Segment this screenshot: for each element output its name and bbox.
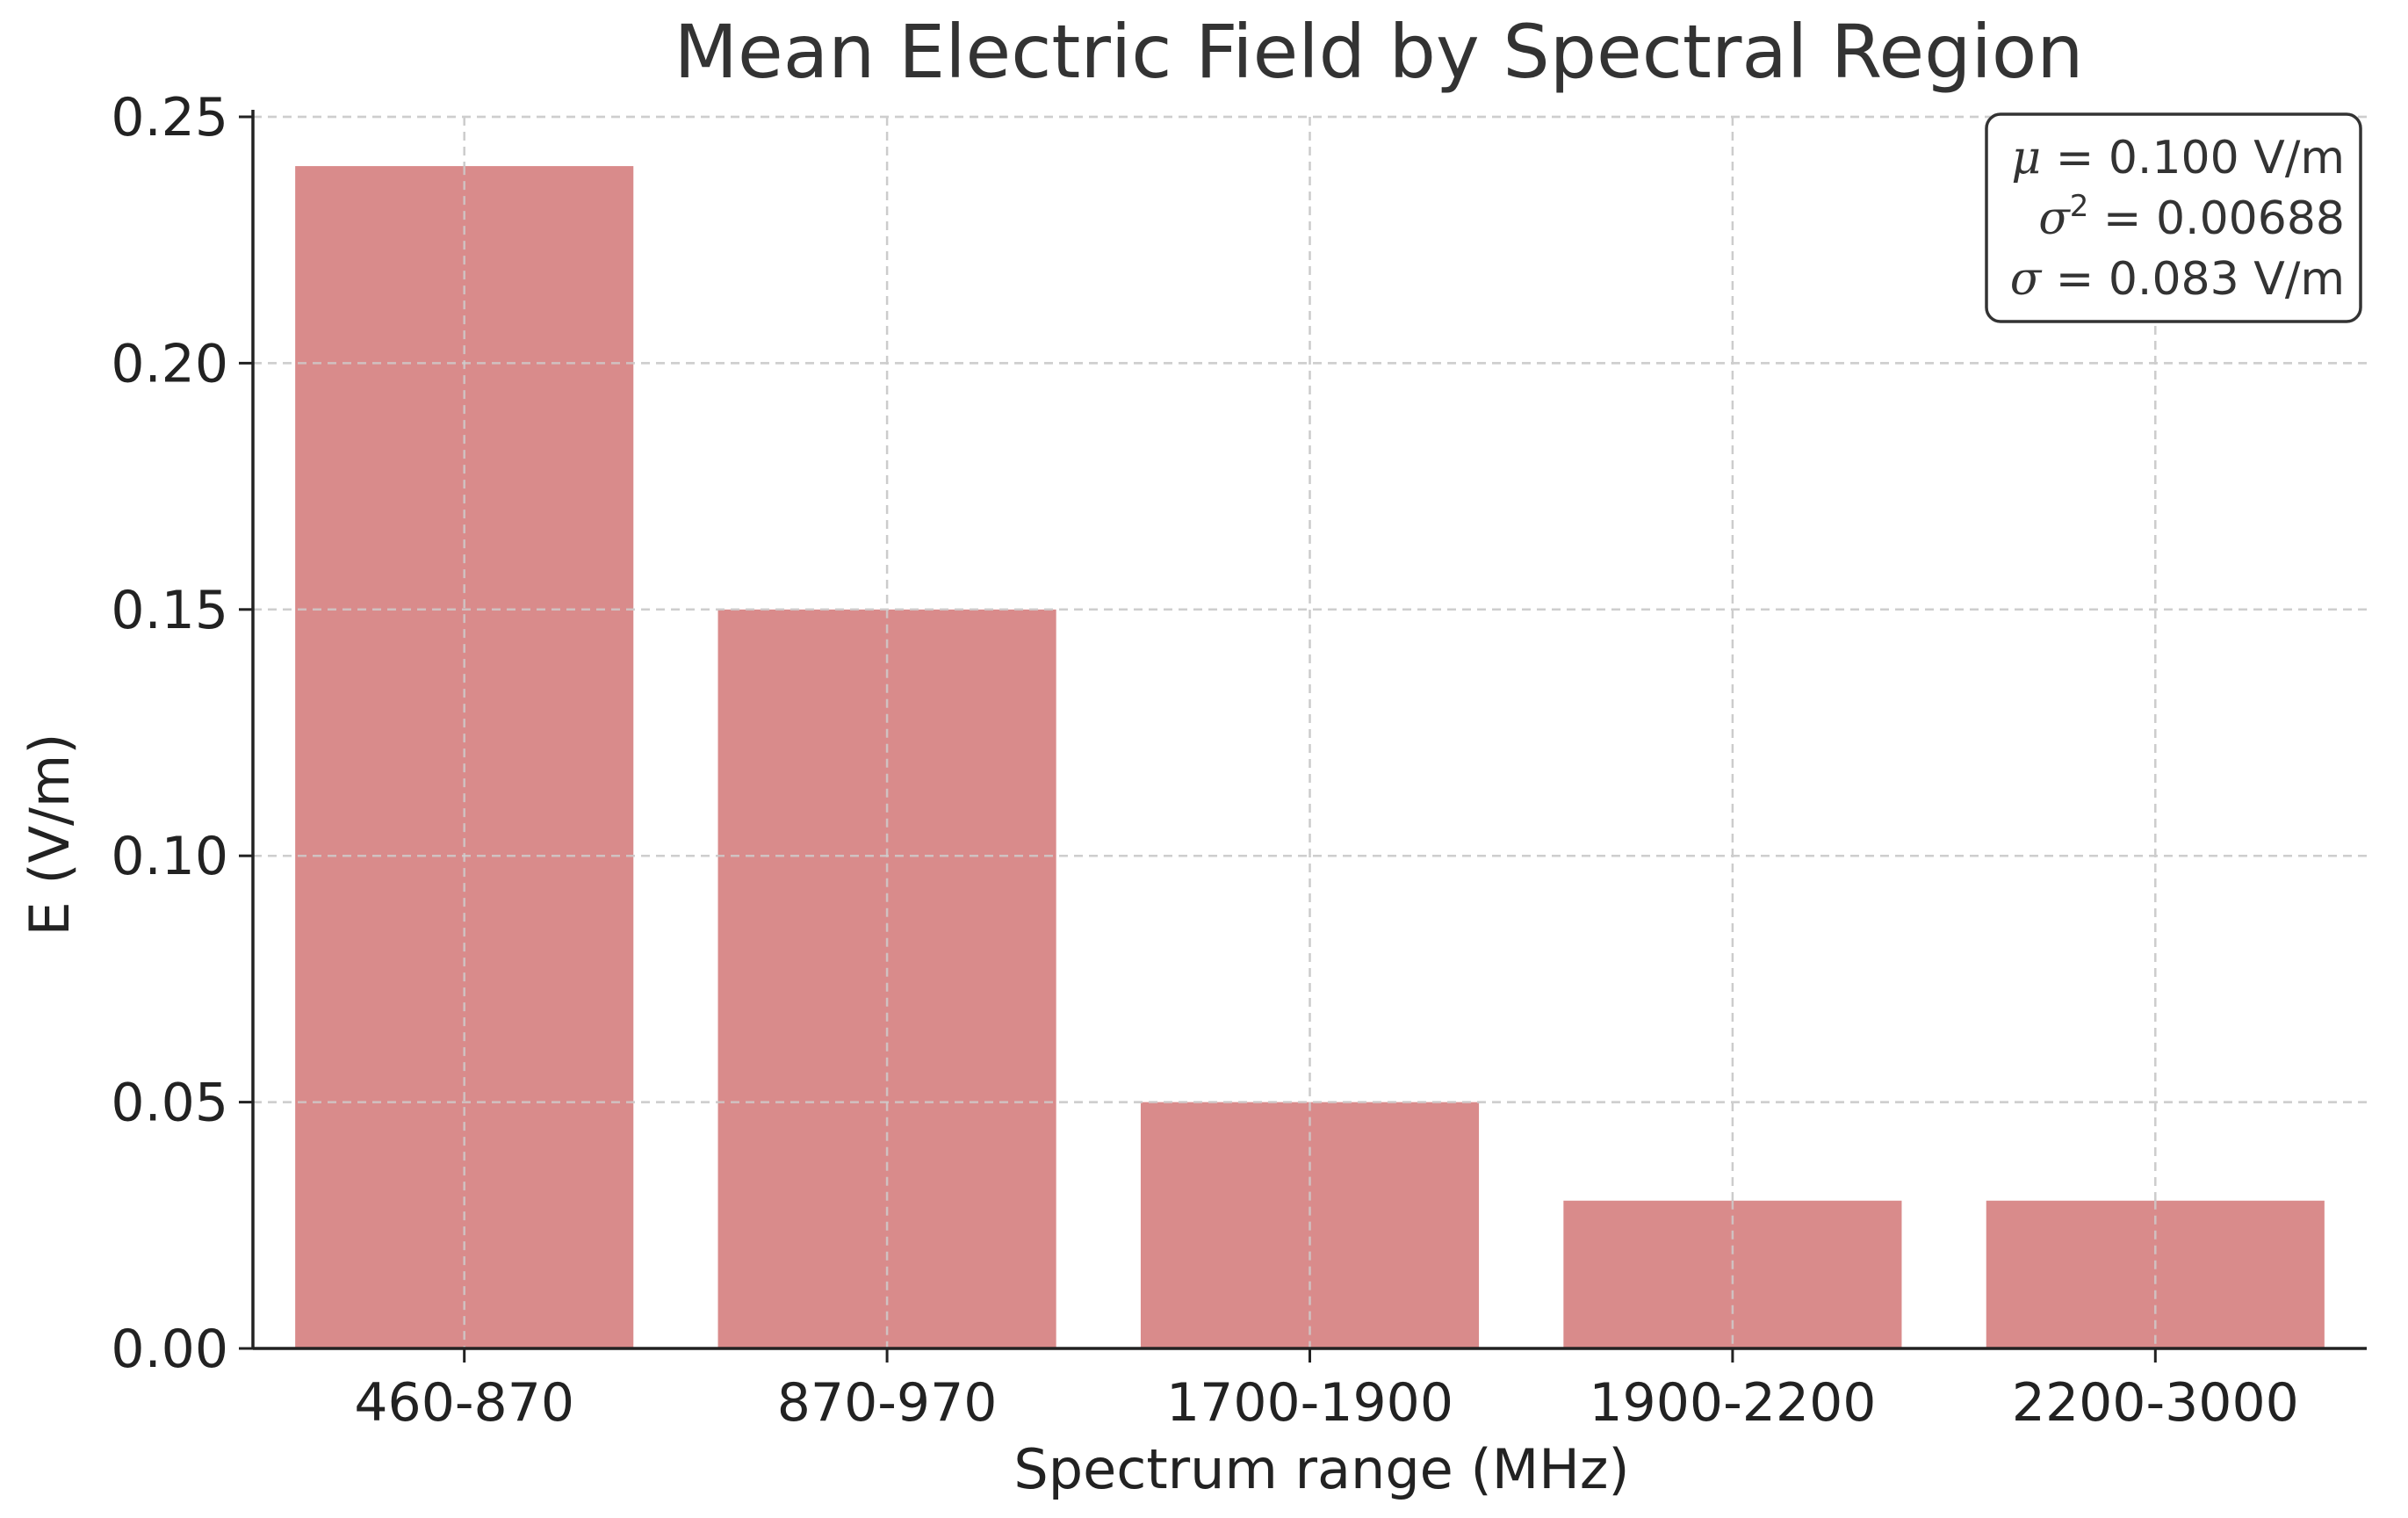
annotation-line: σ2 = 0.00688 bbox=[2038, 189, 2345, 245]
stats-annotation-box: μ = 0.100 V/mσ2 = 0.00688 σ = 0.083 V/m bbox=[1985, 112, 2362, 323]
y-tick-label: 0.25 bbox=[111, 87, 228, 148]
y-tick-label: 0.10 bbox=[111, 826, 228, 887]
x-tick-label: 870-970 bbox=[777, 1372, 998, 1434]
x-tick-label: 1700-1900 bbox=[1166, 1372, 1453, 1434]
y-tick-label: 0.00 bbox=[111, 1319, 228, 1380]
y-tick-label: 0.15 bbox=[111, 580, 228, 641]
bar-series bbox=[253, 115, 2367, 1349]
y-axis-label: E (V/m) bbox=[18, 734, 82, 936]
x-axis-label: Spectrum range (MHz) bbox=[1013, 1437, 1629, 1501]
annotation-line: σ = 0.083 V/m bbox=[2010, 253, 2345, 306]
y-tick-label: 0.05 bbox=[111, 1073, 228, 1134]
chart-title: Mean Electric Field by Spectral Region bbox=[674, 9, 2084, 95]
y-tick-labels: 0.00 0.05 0.10 0.15 0.20 0.25 bbox=[111, 87, 228, 1380]
annotation-frame bbox=[1985, 112, 2362, 323]
annotation-line: μ = 0.100 V/m bbox=[2011, 132, 2345, 184]
y-tick-label: 0.20 bbox=[111, 333, 228, 394]
x-tick-label: 1900-2200 bbox=[1589, 1372, 1876, 1434]
x-tick-labels: 460-870 870-970 1700-1900 1900-2200 2200-300… bbox=[354, 1372, 2298, 1434]
axes bbox=[239, 110, 2367, 1363]
x-tick-label: 460-870 bbox=[354, 1372, 574, 1434]
x-tick-label: 2200-3000 bbox=[2012, 1372, 2299, 1434]
